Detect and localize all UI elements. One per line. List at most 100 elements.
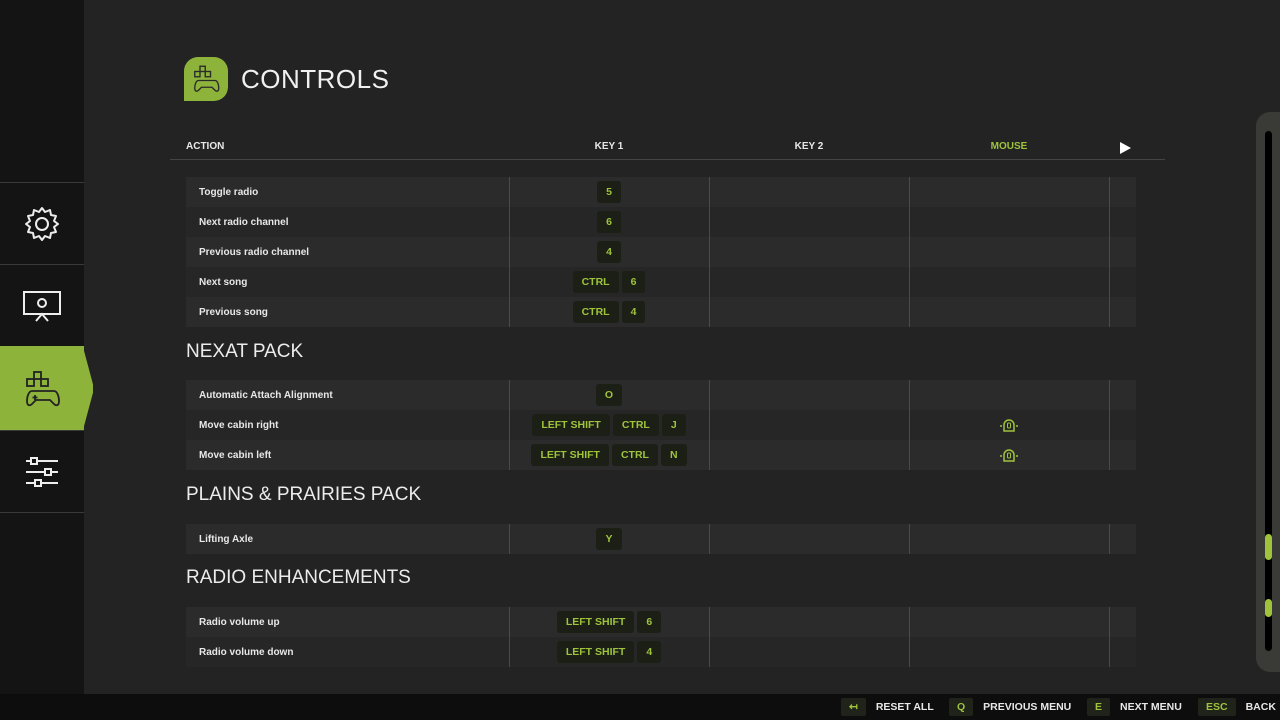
table-row[interactable]: Next radio channel 6 (186, 207, 1136, 237)
sidebar-item-general-settings[interactable] (0, 182, 84, 264)
action-label: Previous radio channel (199, 247, 310, 258)
action-label: Next song (199, 277, 248, 288)
column-divider (1109, 207, 1110, 237)
key1-binding[interactable]: 4 (509, 241, 709, 263)
key2-binding[interactable] (709, 410, 909, 440)
key1-binding[interactable]: CTRL 4 (509, 301, 709, 323)
key2-binding[interactable] (709, 524, 909, 554)
column-divider (909, 237, 910, 267)
key1-binding[interactable]: CTRL 6 (509, 271, 709, 293)
key-chip: CTRL (572, 301, 619, 323)
table-row[interactable]: Next song CTRL 6 (186, 267, 1136, 297)
previous-menu-key: Q (949, 698, 974, 716)
play-arrow-icon[interactable] (1119, 142, 1131, 154)
key1-binding[interactable]: LEFT SHIFT 6 (509, 611, 709, 633)
key-chip: CTRL (611, 444, 658, 466)
action-label: Automatic Attach Alignment (199, 390, 333, 401)
key1-binding[interactable]: LEFT SHIFT 4 (509, 641, 709, 663)
column-divider (709, 177, 710, 207)
scrollbar-thumb[interactable] (1265, 534, 1272, 560)
column-divider (709, 207, 710, 237)
table-row[interactable]: Toggle radio 5 (186, 177, 1136, 207)
column-header-mouse: MOUSE (990, 141, 1028, 152)
action-label: Next radio channel (199, 217, 289, 228)
column-divider (909, 410, 910, 440)
column-divider (509, 177, 510, 207)
table-row[interactable]: Lifting Axle Y (186, 524, 1136, 554)
key2-binding[interactable] (709, 237, 909, 267)
column-divider (1109, 607, 1110, 637)
key2-binding[interactable] (709, 207, 909, 237)
column-divider (509, 410, 510, 440)
key2-binding[interactable] (709, 440, 909, 470)
column-divider (709, 607, 710, 637)
key-chip: LEFT SHIFT (531, 444, 609, 466)
key2-binding[interactable] (709, 267, 909, 297)
scrollbar-position-marker (1265, 599, 1272, 617)
action-label: Move cabin right (199, 420, 279, 431)
column-divider (909, 637, 910, 667)
key-chip: CTRL (612, 414, 659, 436)
scrollbar[interactable] (1265, 131, 1272, 651)
column-divider (1109, 267, 1110, 297)
display-settings-icon (23, 290, 61, 322)
column-divider (509, 237, 510, 267)
key-chip: 4 (637, 641, 662, 663)
column-header-key1: KEY 1 (594, 141, 624, 152)
column-divider (509, 524, 510, 554)
back-key: ESC (1198, 698, 1236, 716)
column-divider (509, 207, 510, 237)
key1-binding[interactable]: LEFT SHIFT CTRL J (509, 414, 709, 436)
key-chip: 6 (597, 211, 621, 233)
key2-binding[interactable] (709, 177, 909, 207)
key1-binding[interactable]: Y (509, 528, 709, 550)
key-chip: LEFT SHIFT (556, 611, 635, 633)
reset-all-button[interactable]: ↤ RESET ALL (841, 698, 934, 716)
key2-binding[interactable] (709, 607, 909, 637)
column-divider (1109, 440, 1110, 470)
gear-icon (25, 206, 59, 241)
column-divider (909, 607, 910, 637)
key2-binding[interactable] (709, 297, 909, 327)
column-divider (909, 524, 910, 554)
table-row[interactable]: Automatic Attach Alignment O (186, 380, 1136, 410)
table-row[interactable]: Radio volume down LEFT SHIFT 4 (186, 637, 1136, 667)
key-chip: N (660, 444, 687, 466)
sidebar-item-controls[interactable] (0, 346, 84, 430)
mouse-wheel-icon[interactable] (999, 448, 1019, 462)
sidebar-item-game-settings[interactable] (0, 430, 84, 512)
column-divider (709, 410, 710, 440)
table-row[interactable]: Previous radio channel 4 (186, 237, 1136, 267)
key2-binding[interactable] (709, 380, 909, 410)
key-chip: 4 (621, 301, 646, 323)
key2-binding[interactable] (709, 637, 909, 667)
key1-binding[interactable]: LEFT SHIFT CTRL N (509, 444, 709, 466)
key-chip: LEFT SHIFT (556, 641, 635, 663)
table-row[interactable]: Radio volume up LEFT SHIFT 6 (186, 607, 1136, 637)
table-row[interactable]: Move cabin left LEFT SHIFT CTRL N (186, 440, 1136, 470)
controls-header-icon (184, 57, 228, 101)
key1-binding[interactable]: O (509, 384, 709, 406)
column-divider (709, 637, 710, 667)
key1-binding[interactable]: 6 (509, 211, 709, 233)
key-chip: 6 (621, 271, 646, 293)
column-divider (1109, 380, 1110, 410)
action-label: Previous song (199, 307, 268, 318)
column-divider (709, 524, 710, 554)
mouse-wheel-icon[interactable] (999, 418, 1019, 432)
column-header-key2: KEY 2 (794, 141, 824, 152)
back-button[interactable]: ESC BACK (1198, 698, 1276, 716)
key-chip: 4 (597, 241, 621, 263)
column-divider (909, 380, 910, 410)
key-chip: LEFT SHIFT (532, 414, 610, 436)
key-chip: Y (596, 528, 622, 550)
next-menu-label: NEXT MENU (1120, 701, 1182, 713)
key1-binding[interactable]: 5 (509, 181, 709, 203)
action-label: Radio volume down (199, 647, 294, 658)
sidebar-item-display-settings[interactable] (0, 264, 84, 346)
previous-menu-button[interactable]: Q PREVIOUS MENU (949, 698, 1071, 716)
table-row[interactable]: Move cabin right LEFT SHIFT CTRL J (186, 410, 1136, 440)
next-menu-button[interactable]: E NEXT MENU (1087, 698, 1182, 716)
table-row[interactable]: Previous song CTRL 4 (186, 297, 1136, 327)
column-divider (709, 237, 710, 267)
